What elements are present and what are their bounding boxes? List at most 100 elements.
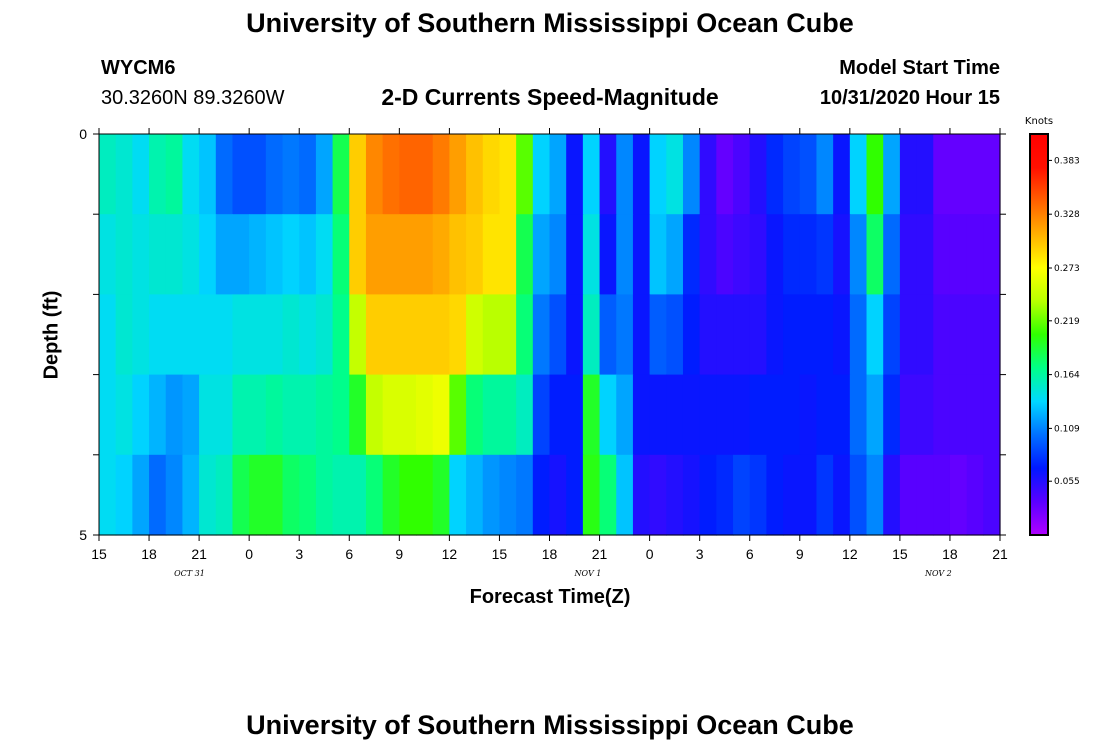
heatmap-cell — [699, 134, 717, 215]
heatmap-cell — [265, 214, 284, 295]
heatmap-cell — [265, 134, 284, 215]
heatmap-cell — [416, 454, 434, 536]
heatmap-cell — [249, 134, 267, 215]
heatmap-cell — [265, 374, 284, 456]
heatmap-cell — [449, 214, 467, 295]
heatmap-cell — [916, 374, 934, 456]
heatmap-cell — [733, 214, 751, 295]
heatmap-cell — [766, 294, 784, 376]
heatmap-cell — [365, 454, 384, 536]
heatmap-cell — [866, 374, 884, 456]
heatmap-cell — [682, 214, 701, 295]
heatmap-cell — [566, 374, 584, 456]
heatmap-cell — [699, 374, 717, 456]
heatmap-cell — [165, 214, 184, 295]
heatmap-cell — [899, 134, 918, 215]
heatmap-cell — [199, 134, 217, 215]
heatmap-cell — [582, 214, 601, 295]
heatmap-cell — [532, 294, 551, 376]
heatmap-cell — [199, 454, 217, 536]
x-axis-label: Forecast Time(Z) — [469, 586, 631, 608]
heatmap-cell — [532, 374, 551, 456]
heatmap-cell — [165, 454, 184, 536]
heatmap-cell — [249, 214, 267, 295]
heatmap-cell — [866, 214, 884, 295]
heatmap-cell — [699, 294, 717, 376]
heatmap-cell — [716, 134, 734, 215]
heatmap-cell — [332, 454, 350, 536]
heatmap-cell — [682, 454, 701, 536]
heatmap-cell — [182, 134, 200, 215]
heatmap-cell — [799, 214, 818, 295]
heatmap-cell — [883, 374, 901, 456]
heatmap-cell — [115, 374, 133, 456]
heatmap-cell — [282, 454, 300, 536]
heatmap-cell — [516, 214, 534, 295]
heatmap-cell — [399, 134, 417, 215]
x-tick-label: 3 — [696, 546, 704, 562]
heatmap-cell — [632, 134, 651, 215]
heatmap-cells — [99, 134, 1001, 536]
heatmap-cell — [966, 294, 984, 376]
heatmap-cell — [899, 374, 918, 456]
heatmap-cell — [265, 454, 284, 536]
heatmap-cell — [983, 214, 1001, 295]
station-id: WYCM6 — [101, 57, 176, 79]
heatmap-cell — [382, 214, 400, 295]
heatmap-cell — [399, 294, 417, 376]
heatmap-cell — [282, 374, 300, 456]
heatmap-cell — [516, 134, 534, 215]
heatmap-cell — [149, 214, 167, 295]
heatmap-cell — [833, 294, 851, 376]
heatmap-cell — [666, 454, 684, 536]
heatmap-cell — [449, 374, 467, 456]
heatmap-cell — [299, 294, 317, 376]
heatmap-cell — [582, 454, 601, 536]
heatmap-cell — [833, 134, 851, 215]
heatmap-cell — [416, 214, 434, 295]
x-tick-label: 0 — [245, 546, 253, 562]
heatmap-cell — [332, 374, 350, 456]
heatmap-cell — [215, 454, 234, 536]
heatmap-cell — [783, 454, 801, 536]
x-tick-label: 0 — [646, 546, 654, 562]
colorbar-tick-label: 0.164 — [1054, 371, 1080, 381]
x-tick-label: 12 — [442, 546, 458, 562]
heatmap-cell — [182, 294, 200, 376]
heatmap-cell — [165, 294, 184, 376]
heatmap-cell — [649, 134, 667, 215]
heatmap-cell — [165, 374, 184, 456]
heatmap-cell — [849, 134, 868, 215]
heatmap-cell — [716, 374, 734, 456]
heatmap-cell — [332, 294, 350, 376]
colorbar-tick-label: 0.055 — [1054, 477, 1080, 487]
model-start-label: Model Start Time — [839, 57, 1000, 79]
colorbar: Knots 0.383 0.328 0.273 0.219 0.164 0.109 0.055 — [1025, 116, 1080, 536]
station-coords: 30.3260N 89.3260W — [101, 87, 285, 109]
x-tick-label: 18 — [141, 546, 157, 562]
heatmap-cell — [749, 374, 768, 456]
heatmap-cell — [799, 374, 818, 456]
heatmap-cell — [733, 374, 751, 456]
heatmap-cell — [532, 214, 551, 295]
heatmap-cell — [265, 294, 284, 376]
heatmap-cell — [516, 294, 534, 376]
heatmap-cell — [115, 214, 133, 295]
heatmap-cell — [749, 294, 768, 376]
heatmap-cell — [299, 214, 317, 295]
heatmap-cell — [549, 294, 567, 376]
heatmap-cell — [132, 214, 150, 295]
heatmap-cell — [482, 294, 501, 376]
heatmap-cell — [849, 454, 868, 536]
heatmap-cell — [449, 134, 467, 215]
heatmap-cell — [315, 134, 334, 215]
heatmap-cell — [733, 454, 751, 536]
heatmap-cell — [466, 294, 484, 376]
heatmap-cell — [399, 214, 417, 295]
heatmap-cell — [949, 214, 968, 295]
heatmap-cell — [249, 454, 267, 536]
heatmap-cell — [315, 214, 334, 295]
heatmap-cell — [549, 454, 567, 536]
heatmap-cell — [766, 374, 784, 456]
